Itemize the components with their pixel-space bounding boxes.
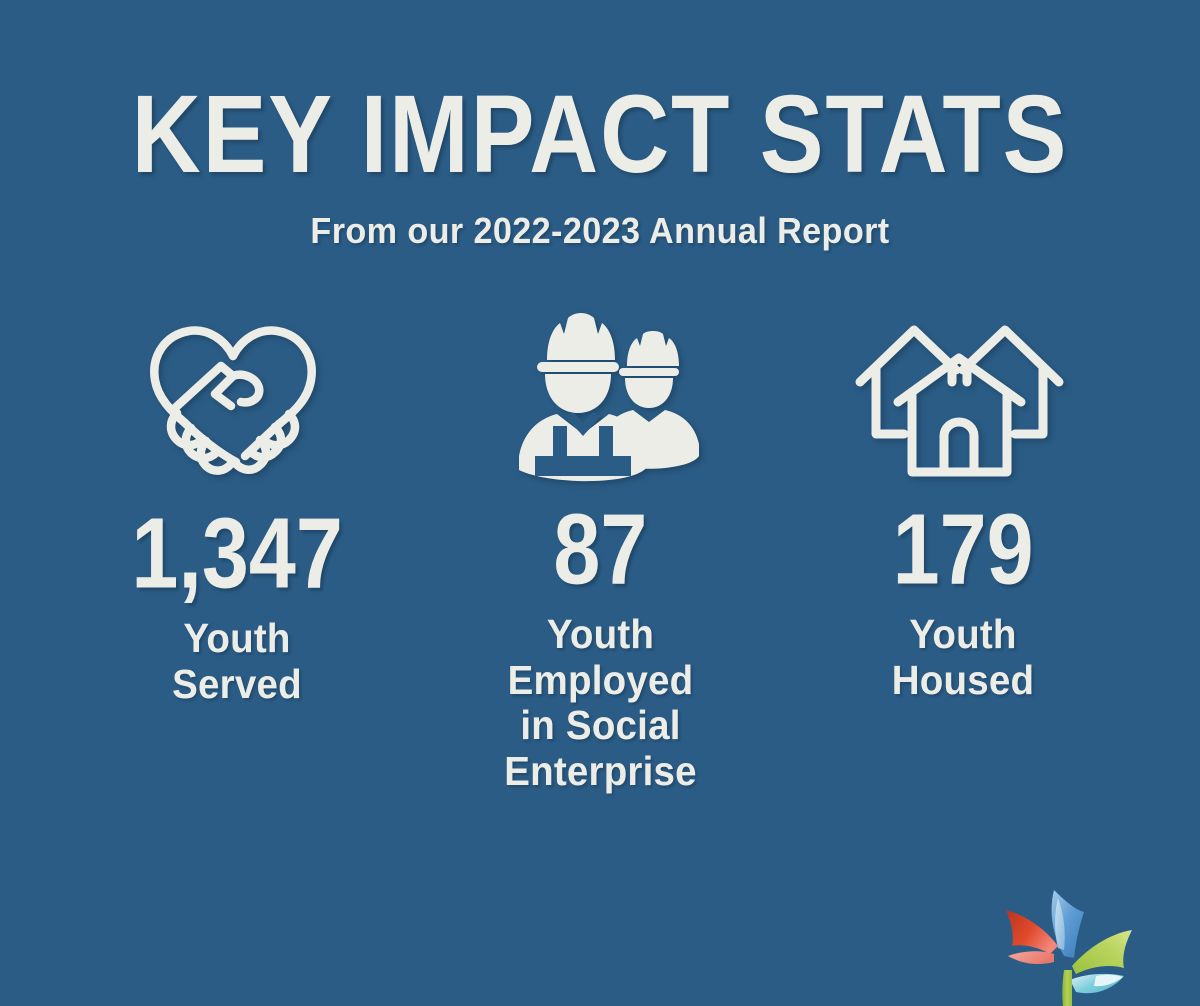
stats-row: 1,347 Youth Served: [0, 308, 1200, 796]
stat-label: Youth Housed: [891, 610, 1034, 703]
stat-label: Youth Employed in Social Enterprise: [503, 610, 697, 795]
stat-number: 87: [553, 493, 647, 605]
heart-handshake-icon: [133, 308, 333, 488]
header: KEY IMPACT STATS From our 2022-2023 Annu…: [0, 0, 1200, 252]
construction-workers-icon: [493, 308, 708, 488]
page-subtitle: From our 2022-2023 Annual Report: [310, 209, 890, 251]
stat-card-youth-housed: 179 Youth Housed: [781, 308, 1144, 704]
houses-icon: [852, 308, 1067, 488]
flower-logo: [992, 870, 1144, 1006]
stat-number: 1,347: [131, 497, 344, 609]
stat-card-youth-employed: 87 Youth Employed in Social Enterprise: [419, 308, 782, 796]
stat-label: Youth Served: [172, 614, 303, 707]
stat-number: 179: [892, 493, 1034, 605]
page-title: KEY IMPACT STATS: [131, 73, 1069, 197]
stat-card-youth-served: 1,347 Youth Served: [56, 308, 419, 708]
